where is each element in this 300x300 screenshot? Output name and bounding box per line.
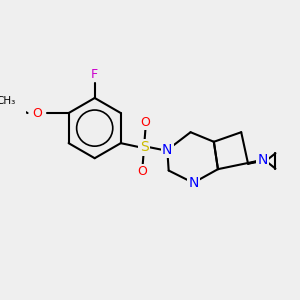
Text: F: F (91, 68, 98, 81)
Text: CH₃: CH₃ (0, 96, 15, 106)
Text: O: O (140, 116, 150, 129)
Text: S: S (140, 140, 148, 154)
Text: N: N (188, 176, 199, 190)
Text: N: N (162, 143, 172, 157)
Text: O: O (32, 106, 42, 119)
Text: O: O (138, 165, 148, 178)
Text: N: N (257, 153, 268, 167)
